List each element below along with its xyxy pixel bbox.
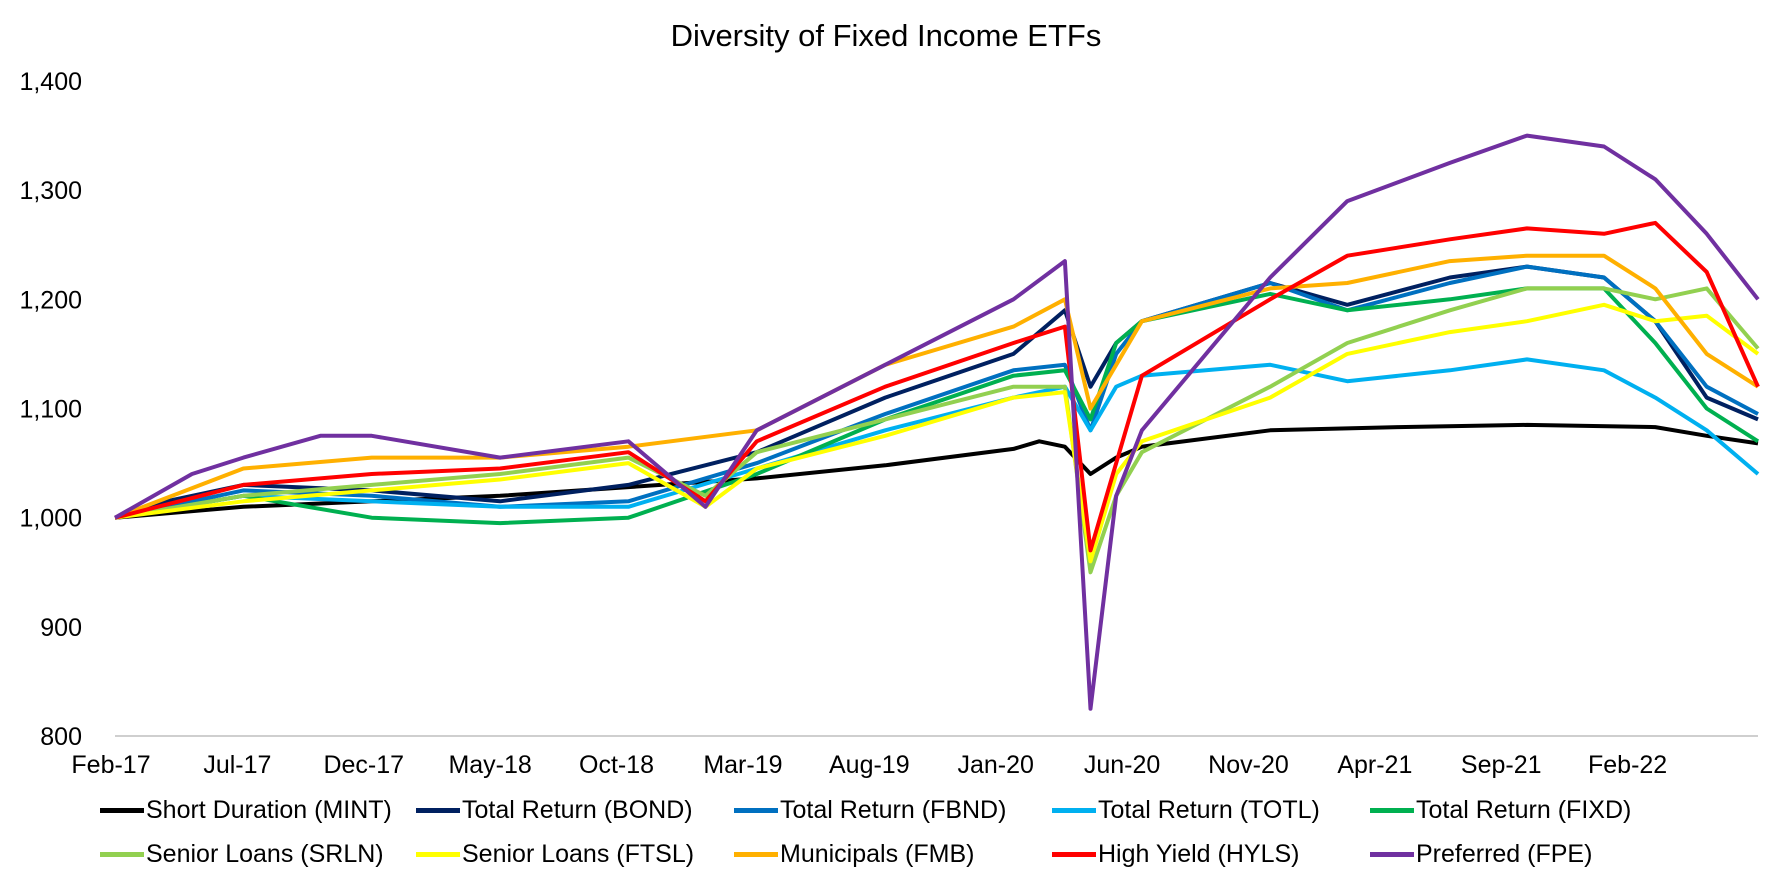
legend-swatch [734,808,778,813]
x-tick-label: Feb-22 [1588,751,1667,779]
legend-label: Senior Loans (FTSL) [462,840,695,868]
legend-swatch [1370,852,1414,857]
legend-swatch [416,808,460,813]
x-tick-label: Nov-20 [1208,751,1289,779]
y-tick-label: 1,400 [19,68,82,96]
series-line [114,264,1759,520]
plot-area [114,133,1760,711]
legend-swatch [1370,808,1414,813]
legend-label: High Yield (HYLS) [1098,840,1300,868]
legend-label: Total Return (FIXD) [1416,796,1632,824]
legend-label: Total Return (TOTL) [1098,796,1320,824]
legend-label: Total Return (BOND) [462,796,693,824]
legend-item: High Yield (HYLS) [1052,840,1299,869]
y-tick-label: 1,200 [19,286,82,314]
series-line [114,302,1760,564]
legend-item: Senior Loans (SRLN) [100,840,384,869]
legend-item: Total Return (BOND) [416,796,693,825]
y-tick-label: 1,100 [19,396,82,424]
legend-item: Preferred (FPE) [1370,840,1592,869]
legend-swatch [1052,808,1096,813]
legend-label: Senior Loans (SRLN) [146,840,384,868]
y-tick-label: 900 [40,614,82,642]
series-line [114,253,1760,520]
x-tick-label: Jul-17 [203,751,271,779]
chart-legend: Short Duration (MINT) Total Return (BOND)… [0,792,1772,882]
x-tick-label: Feb-17 [71,751,150,779]
series-line [114,357,1760,520]
legend-swatch [416,852,460,857]
legend-item: Total Return (FIXD) [1370,796,1631,825]
chart-title: Diversity of Fixed Income ETFs [670,18,1102,53]
x-tick-label: Aug-19 [829,751,910,779]
legend-item: Senior Loans (FTSL) [416,840,694,869]
legend-item: Municipals (FMB) [734,840,974,869]
x-tick-label: Jun-20 [1084,751,1160,779]
legend-swatch [100,808,144,813]
x-tick-label: Dec-17 [323,751,404,779]
series-line [114,286,1760,575]
series-line [114,422,1759,520]
legend-label: Municipals (FMB) [780,840,975,868]
x-tick-label: Jan-20 [957,751,1033,779]
legend-label: Preferred (FPE) [1416,840,1593,868]
y-tick-label: 1,300 [19,177,82,205]
x-tick-label: Apr-21 [1337,751,1412,779]
y-tick-label: 1,000 [19,505,82,533]
x-tick-label: Oct-18 [579,751,654,779]
legend-swatch [1052,852,1096,857]
legend-item: Short Duration (MINT) [100,796,392,825]
series-line [114,220,1760,553]
y-tick-label: 800 [40,723,82,751]
legend-item: Total Return (TOTL) [1052,796,1320,825]
legend-swatch [734,852,778,857]
series-line [114,264,1759,520]
legend-label: Short Duration (MINT) [146,796,392,824]
x-tick-label: Mar-19 [703,751,782,779]
chart-axes: 800 900 1,000 1,100 1,200 1,300 1,400 Feb-17 Jul… [19,68,1758,779]
x-tick-label: Sep-21 [1461,751,1542,779]
series-line [114,133,1760,711]
legend-label: Total Return (FBND) [780,796,1007,824]
legend-swatch [100,852,144,857]
x-tick-label: May-18 [448,751,531,779]
legend-item: Total Return (FBND) [734,796,1006,825]
